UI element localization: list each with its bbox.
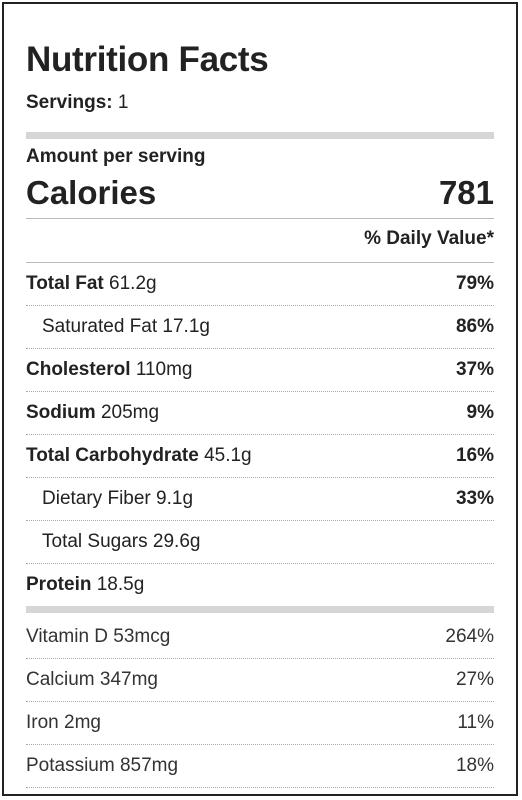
nutrient-row-total-sugars: Total Sugars 29.6g (26, 521, 494, 564)
divider (26, 262, 494, 263)
nutrient-row-protein: Protein 18.5g (26, 564, 494, 607)
nutrient-name: Saturated Fat (42, 316, 158, 337)
vitamin-row-potassium: Potassium 857mg 18% (26, 745, 494, 788)
vitamin-name: Calcium (26, 669, 95, 690)
nutrient-percent: 79% (455, 273, 494, 294)
vitamin-row-calcium: Calcium 347mg 27% (26, 659, 494, 702)
vitamin-row-iron: Iron 2mg 11% (26, 702, 494, 745)
nutrient-name: Dietary Fiber (42, 488, 151, 509)
calories-row: Calories 781 (26, 174, 494, 218)
vitamin-percent: 264% (445, 626, 494, 647)
calories-label: Calories (26, 174, 157, 211)
nutrient-amount: 18.5g (96, 574, 145, 595)
nutrient-amount: 17.1g (162, 316, 210, 337)
nutrient-amount: 205mg (100, 402, 160, 423)
nutrient-amount: 110mg (135, 359, 193, 380)
nutrient-row-total-fat: Total Fat 61.2g 79% (26, 263, 494, 306)
nutrient-amount: 45.1g (204, 445, 252, 466)
nutrient-name: Total Carbohydrate (26, 445, 199, 466)
nutrient-name: Sodium (26, 402, 96, 423)
vitamin-name: Iron (26, 712, 59, 733)
nutrient-row-saturated-fat: Saturated Fat 17.1g 86% (26, 306, 494, 349)
calories-value: 781 (438, 174, 494, 211)
nutrient-row-dietary-fiber: Dietary Fiber 9.1g 33% (26, 478, 494, 521)
vitamin-amount: 2mg (64, 712, 101, 733)
vitamin-percent: 11% (457, 712, 494, 733)
vitamin-amount: 347mg (99, 669, 159, 690)
nutrient-name: Cholesterol (26, 359, 131, 380)
nutrient-row-sodium: Sodium 205mg 9% (26, 392, 494, 435)
divider (26, 218, 494, 219)
nutrient-amount: 29.6g (152, 531, 201, 552)
nutrient-percent: 37% (455, 359, 494, 380)
vitamin-name: Vitamin D (26, 626, 109, 647)
thick-divider (26, 606, 494, 613)
nutrient-amount: 9.1g (156, 488, 194, 509)
nutrient-row-cholesterol: Cholesterol 110mg 37% (26, 349, 494, 392)
vitamin-amount: 53mcg (113, 626, 171, 647)
nutrient-percent: 16% (455, 445, 494, 466)
vitamin-percent: 27% (455, 669, 494, 690)
amount-per-serving: Amount per serving (26, 146, 206, 167)
nutrient-percent: 33% (455, 488, 494, 509)
nutrient-percent: 9% (466, 402, 494, 423)
nutrient-percent: 86% (455, 316, 494, 337)
servings-value: 1 (117, 92, 129, 113)
servings-label: Servings: (26, 92, 113, 113)
nutrient-row-total-carbohydrate: Total Carbohydrate 45.1g 16% (26, 435, 494, 478)
thick-divider (26, 132, 494, 139)
daily-value-header: % Daily Value* (364, 228, 494, 249)
vitamin-percent: 18% (455, 755, 494, 776)
nutrient-name: Total Fat (26, 273, 104, 294)
vitamin-name: Potassium (26, 755, 115, 776)
nutrient-name: Protein (26, 574, 92, 595)
nutrient-amount: 61.2g (109, 273, 157, 294)
vitamin-amount: 857mg (119, 755, 179, 776)
vitamin-row-vitamin-d: Vitamin D 53mcg 264% (26, 616, 494, 659)
label-title: Nutrition Facts (26, 40, 269, 79)
servings: Servings: 1 (26, 92, 128, 114)
nutrient-name: Total Sugars (42, 531, 148, 552)
